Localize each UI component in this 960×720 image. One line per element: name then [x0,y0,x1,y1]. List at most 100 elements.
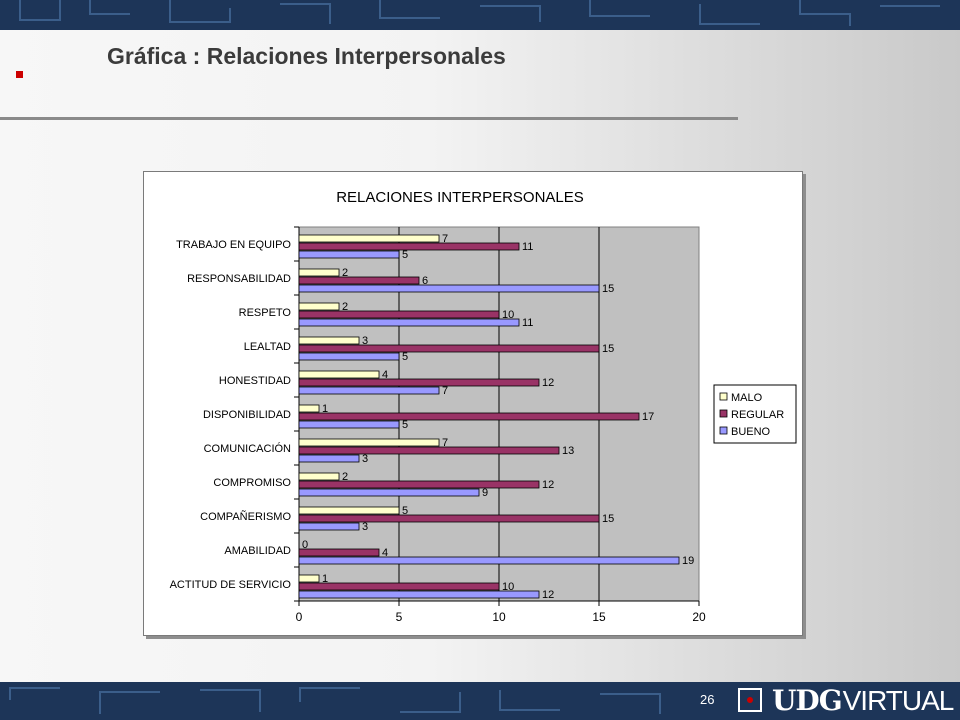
category-label: RESPONSABILIDAD [187,273,291,285]
bar-regular [298,344,600,353]
bar-regular [298,548,380,557]
data-label: 11 [522,317,533,329]
legend-swatch [719,409,728,418]
bar-bueno [298,352,400,361]
bar-regular [298,378,540,387]
category-label: COMPROMISO [213,477,291,489]
data-label: 5 [402,505,408,517]
category-label: COMPAÑERISMO [200,510,291,523]
data-label: 7 [442,437,448,449]
x-tick-label: 5 [396,610,403,624]
x-tick-label: 10 [492,610,506,624]
bar-regular [298,242,520,251]
data-label: 0 [302,539,308,551]
x-tick-label: 20 [692,610,706,624]
data-label: 5 [402,351,408,363]
data-label: 17 [642,411,654,423]
data-label: 2 [342,267,348,279]
bar-malo [298,472,340,481]
data-label: 7 [442,385,448,397]
bar-regular [298,582,500,591]
data-label: 15 [602,283,614,295]
bar-bueno [298,488,480,497]
legend-swatch [719,426,728,435]
data-label: 3 [362,453,368,465]
data-label: 6 [422,275,428,287]
data-label: 2 [342,471,348,483]
bar-bueno [298,454,360,463]
data-label: 5 [402,249,408,261]
data-label: 2 [342,301,348,313]
chart-container: RELACIONES INTERPERSONALES 0 5 10 15 20 TRABAJ… [143,171,803,636]
data-label: 10 [502,581,514,593]
data-label: 13 [562,445,574,457]
bar-malo [298,506,400,515]
bar-bueno [298,556,680,565]
data-label: 15 [602,343,614,355]
data-label: 11 [522,241,533,253]
legend-entry: REGULAR [731,409,784,421]
data-label: 4 [382,369,388,381]
bar-malo [298,268,340,277]
title-divider [0,117,738,120]
data-label: 9 [482,487,488,499]
data-label: 4 [382,547,388,559]
bar-malo [298,438,440,447]
page-number: 26 [700,692,715,707]
bar-malo [298,404,320,413]
bar-malo [298,574,320,583]
data-label: 12 [542,589,554,601]
category-label: DISPONIBILIDAD [203,409,291,421]
data-label: 12 [542,377,554,389]
bar-bueno [298,420,400,429]
bar-malo [298,302,340,311]
category-label: COMUNICACIÓN [204,442,291,455]
bar-regular [298,276,420,285]
logo-wordmark: UDGVIRTUAL [772,684,955,717]
category-label: LEALTAD [244,341,291,353]
bar-bueno [298,250,400,259]
bar-regular [298,480,540,489]
data-label: 3 [362,335,368,347]
chart-title: RELACIONES INTERPERSONALES [336,189,584,206]
bar-regular [298,446,560,455]
legend-entry: MALO [731,392,763,404]
logo-bold-text: UDG [772,684,843,717]
x-tick-label: 15 [592,610,606,624]
data-label: 1 [322,573,328,585]
data-label: 19 [682,555,694,567]
category-label: HONESTIDAD [219,375,291,387]
bar-malo [298,336,360,345]
bar-regular [298,310,500,319]
slide-title: Gráfica : Relaciones Interpersonales [107,43,506,69]
logo-frame-icon [738,688,762,712]
category-label: RESPETO [239,307,292,319]
legend-entry: BUENO [731,426,771,438]
data-label: 12 [542,479,554,491]
red-bullet-icon [16,71,23,78]
data-label: 10 [502,309,514,321]
bar-malo [298,234,440,243]
bar-bueno [298,590,540,599]
logo-dot-icon [747,697,753,703]
bar-bueno [298,386,440,395]
data-label: 5 [402,419,408,431]
data-label: 15 [602,513,614,525]
legend-box [713,384,797,444]
x-tick-label: 0 [296,610,303,624]
legend-swatch [719,392,728,401]
bar-regular [298,412,640,421]
data-label: 7 [442,233,448,245]
bar-bueno [298,522,360,531]
bar-bueno [298,284,600,293]
category-label: ACTITUD DE SERVICIO [170,579,292,591]
bar-bueno [298,318,520,327]
bar-malo [298,370,380,379]
bar-regular [298,514,600,523]
logo-light-text: VIRTUAL [842,685,955,716]
data-label: 1 [322,403,328,415]
category-label: AMABILIDAD [224,545,291,557]
data-label: 3 [362,521,368,533]
